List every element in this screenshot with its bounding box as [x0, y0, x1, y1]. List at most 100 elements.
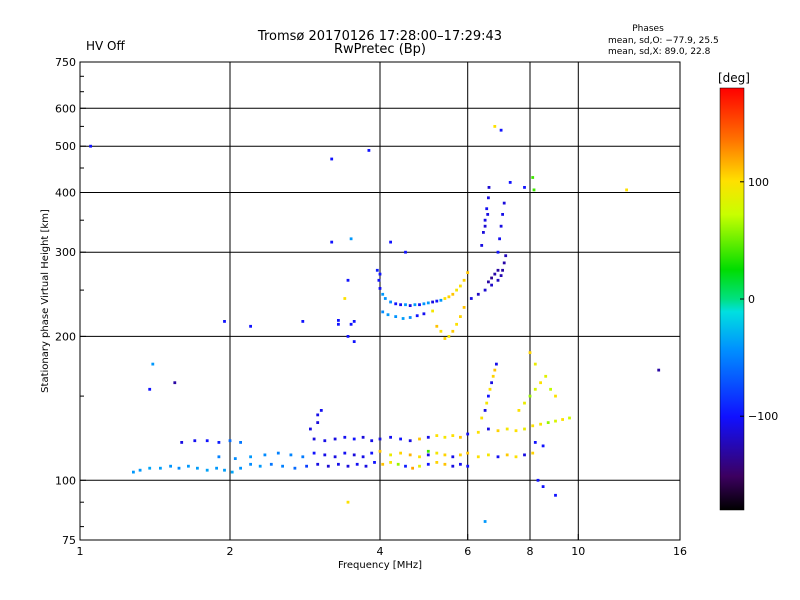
data-point	[443, 297, 447, 300]
colorbar-tick-label: −100	[748, 410, 778, 423]
data-point	[301, 320, 305, 323]
data-point	[462, 278, 466, 282]
data-point	[523, 427, 526, 431]
data-point	[205, 439, 209, 443]
data-point	[496, 429, 500, 433]
data-point	[554, 419, 557, 423]
data-point	[319, 409, 323, 412]
data-point	[462, 306, 466, 309]
data-point	[239, 441, 242, 444]
data-point	[539, 381, 542, 385]
data-point	[483, 409, 487, 412]
y-tick-label: 200	[55, 330, 76, 343]
data-point	[239, 466, 242, 470]
data-point	[496, 455, 500, 459]
data-point	[496, 250, 500, 254]
data-point	[483, 520, 487, 523]
y-tick-label: 600	[55, 102, 76, 115]
data-point	[528, 351, 532, 354]
data-point	[343, 451, 347, 455]
data-point	[554, 394, 557, 398]
data-point	[355, 462, 359, 466]
data-point	[352, 453, 356, 457]
data-point	[249, 455, 252, 459]
data-point	[455, 322, 458, 326]
data-point	[502, 201, 506, 205]
data-point	[528, 394, 532, 398]
data-point	[375, 268, 379, 272]
data-point	[389, 240, 392, 244]
x-tick-label: 2	[227, 545, 234, 558]
data-point	[459, 315, 462, 318]
data-point	[352, 437, 356, 441]
data-point	[502, 261, 506, 265]
data-point	[426, 301, 430, 305]
data-point	[233, 457, 237, 460]
data-point	[531, 176, 535, 179]
data-point	[499, 274, 503, 277]
data-point	[539, 422, 542, 426]
colorbar-label: [deg]	[718, 71, 750, 85]
data-point	[352, 340, 356, 343]
data-point	[378, 449, 382, 453]
data-point	[476, 292, 480, 296]
data-point	[346, 500, 350, 504]
data-point	[399, 437, 402, 441]
data-point	[367, 149, 371, 152]
data-point	[459, 284, 462, 288]
data-point	[533, 387, 537, 391]
data-point	[493, 272, 497, 276]
data-point	[491, 374, 495, 378]
data-point	[435, 461, 439, 464]
data-point	[399, 303, 402, 307]
x-tick-label: 1	[77, 545, 84, 558]
data-point	[490, 381, 493, 385]
data-point	[217, 455, 221, 459]
data-point	[151, 362, 155, 366]
data-point	[435, 451, 439, 455]
data-point	[381, 292, 385, 296]
data-point	[541, 485, 545, 488]
data-point	[330, 240, 334, 244]
data-point	[488, 387, 492, 391]
data-point	[443, 435, 447, 439]
x-axis-ticks: 1 2 4 6 8 10 16	[77, 534, 687, 558]
data-point	[493, 125, 497, 128]
data-point	[389, 453, 392, 457]
data-point	[415, 314, 419, 318]
data-point	[173, 381, 177, 385]
data-point	[394, 302, 398, 306]
data-point	[514, 429, 518, 433]
data-point	[263, 453, 267, 457]
data-point	[451, 464, 455, 468]
data-point	[396, 462, 400, 466]
data-point	[483, 218, 487, 222]
data-point	[422, 312, 426, 316]
data-point	[361, 455, 365, 459]
data-point	[483, 224, 487, 228]
data-point	[426, 435, 430, 439]
data-point	[269, 462, 273, 466]
data-point	[501, 268, 504, 272]
data-point	[337, 322, 340, 326]
data-point	[541, 444, 545, 448]
data-point	[443, 337, 447, 340]
data-point	[499, 224, 503, 228]
data-point	[337, 462, 340, 466]
data-point	[466, 432, 470, 436]
data-point	[205, 468, 209, 472]
data-point	[426, 449, 430, 453]
data-point	[223, 468, 226, 472]
colorbar-ticks: 100 0 −100	[740, 176, 778, 423]
data-point	[496, 268, 500, 272]
data-point	[346, 335, 350, 338]
data-point	[138, 468, 142, 472]
data-point	[426, 462, 430, 466]
chart-subtitle: RwPretec (Bp)	[334, 42, 426, 57]
data-point	[418, 455, 421, 459]
data-point	[504, 254, 508, 258]
data-point	[496, 278, 500, 282]
data-point	[370, 439, 374, 443]
data-point	[223, 320, 226, 323]
data-point	[89, 144, 92, 148]
